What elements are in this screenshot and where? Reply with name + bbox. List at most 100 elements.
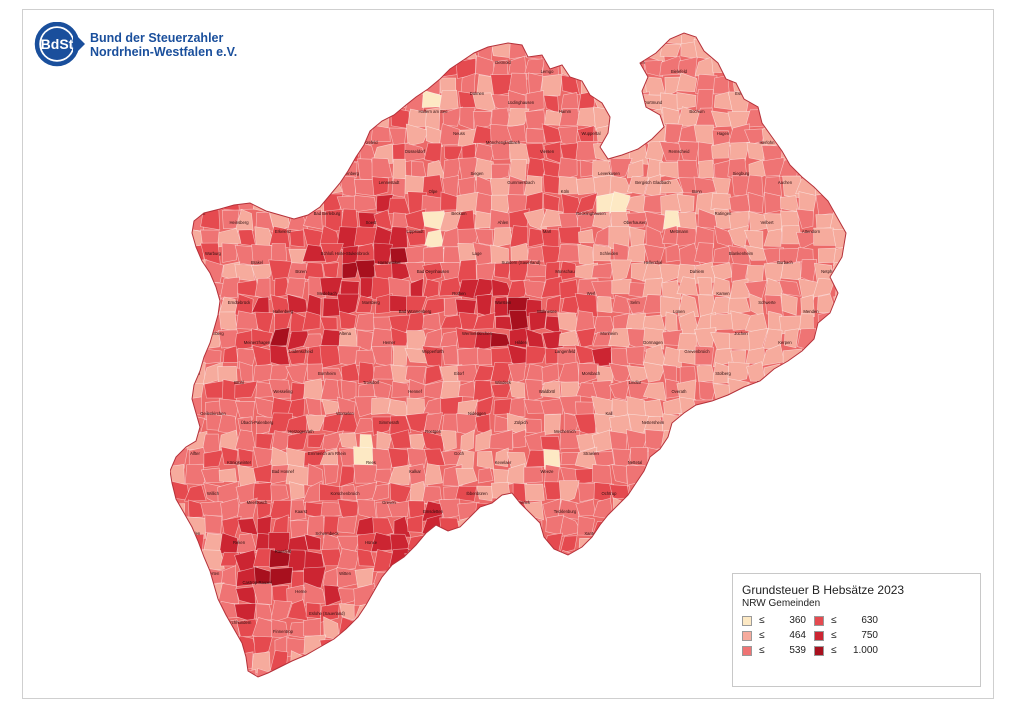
municipality-cell: [833, 191, 846, 214]
municipality-cell: [222, 195, 241, 212]
municipality-cell: [625, 112, 648, 130]
municipality-cell: [405, 123, 429, 147]
municipality-label: Sprockhövel: [421, 589, 444, 594]
municipality-cell: [355, 650, 375, 670]
municipality-cell: [186, 175, 207, 199]
municipality-cell: [727, 38, 749, 61]
municipality-cell: [848, 76, 860, 96]
municipality-cell: [183, 310, 207, 334]
municipality-cell: [217, 583, 240, 605]
municipality-cell: [441, 567, 460, 588]
municipality-cell: [506, 107, 530, 128]
municipality-cell: [833, 72, 846, 95]
municipality-cell: [799, 516, 817, 538]
municipality-cell: [660, 669, 683, 677]
municipality-label: Monschau: [555, 269, 575, 274]
municipality-cell: [829, 57, 846, 77]
municipality-cell: [628, 481, 649, 504]
municipality-cell: [441, 344, 459, 366]
municipality-cell: [747, 398, 767, 417]
municipality-label: Herzogenrath: [288, 429, 314, 434]
municipality-label: Olpe: [429, 189, 439, 194]
municipality-label: Gummersbach: [507, 180, 535, 185]
municipality-cell: [187, 599, 208, 620]
municipality-label: Alfter: [190, 451, 200, 456]
municipality-cell: [609, 33, 630, 45]
municipality-cell: [204, 514, 223, 534]
municipality-cell: [170, 519, 186, 535]
municipality-cell: [319, 243, 344, 264]
municipality-cell: [170, 73, 188, 97]
municipality-cell: [609, 175, 633, 196]
municipality-cell: [508, 159, 527, 182]
municipality-cell: [170, 346, 189, 366]
municipality-cell: [647, 464, 662, 485]
municipality-cell: [525, 127, 545, 144]
municipality-cell: [596, 365, 614, 385]
municipality-cell: [494, 586, 514, 605]
municipality-cell: [783, 413, 803, 434]
municipality-cell: [304, 671, 323, 677]
legend-title: Grundsteuer B Hebsätze 2023: [742, 583, 905, 597]
municipality-cell: [659, 481, 680, 499]
municipality-cell: [850, 160, 860, 181]
municipality-cell: [422, 33, 445, 44]
municipality-label: Netphen: [821, 269, 838, 274]
municipality-cell: [714, 39, 732, 59]
municipality-cell: [574, 310, 596, 335]
municipality-cell: [642, 33, 667, 44]
municipality-cell: [392, 56, 409, 77]
municipality-cell: [696, 653, 716, 675]
municipality-cell: [186, 346, 204, 369]
municipality-label: Wetter: [647, 580, 660, 585]
municipality-cell: [575, 327, 597, 348]
municipality-cell: [660, 536, 679, 552]
municipality-cell: [559, 430, 581, 450]
municipality-cell: [510, 600, 530, 621]
municipality-cell: [763, 228, 782, 247]
municipality-label: Beckum: [451, 211, 467, 216]
municipality-cell: [643, 531, 665, 556]
municipality-cell: [830, 311, 846, 335]
municipality-cell: [371, 416, 394, 436]
municipality-cell: [201, 433, 221, 454]
municipality-cell: [273, 174, 291, 198]
municipality-label: Jüchen: [734, 331, 748, 336]
municipality-label: Bad Honnef: [272, 469, 295, 474]
municipality-label: Wipperfürth: [422, 349, 444, 354]
municipality-cell: [353, 178, 378, 197]
municipality-cell: [184, 329, 206, 351]
municipality-label: Castrop-Rauxel: [242, 580, 271, 585]
municipality-cell: [815, 108, 835, 131]
municipality-cell: [591, 280, 614, 300]
municipality-label: Münster: [803, 69, 819, 74]
municipality-cell: [285, 277, 306, 298]
municipality-cell: [711, 33, 735, 46]
municipality-cell: [609, 107, 633, 131]
municipality-cell: [289, 229, 305, 248]
municipality-label: Halver: [629, 620, 642, 625]
municipality-cell: [664, 516, 684, 535]
municipality-cell: [796, 449, 818, 467]
municipality-cell: [710, 622, 731, 637]
municipality-label: Winterberg: [291, 189, 312, 194]
municipality-cell: [388, 226, 408, 249]
municipality-cell: [442, 106, 463, 127]
municipality-cell: [507, 33, 530, 45]
municipality-cell: [170, 127, 188, 145]
municipality-cell: [422, 261, 443, 282]
municipality-cell: [540, 39, 564, 61]
municipality-cell: [268, 327, 291, 348]
municipality-cell: [270, 600, 293, 624]
municipality-cell: [559, 585, 581, 606]
municipality-cell: [778, 33, 802, 44]
legend-swatch: [742, 631, 752, 641]
municipality-cell: [170, 90, 189, 114]
municipality-cell: [812, 432, 837, 452]
municipality-cell: [611, 294, 630, 315]
municipality-cell: [186, 618, 206, 635]
municipality-cell: [490, 194, 512, 213]
municipality-cell: [848, 312, 860, 330]
municipality-cell: [833, 33, 846, 46]
municipality-cell: [540, 397, 564, 415]
